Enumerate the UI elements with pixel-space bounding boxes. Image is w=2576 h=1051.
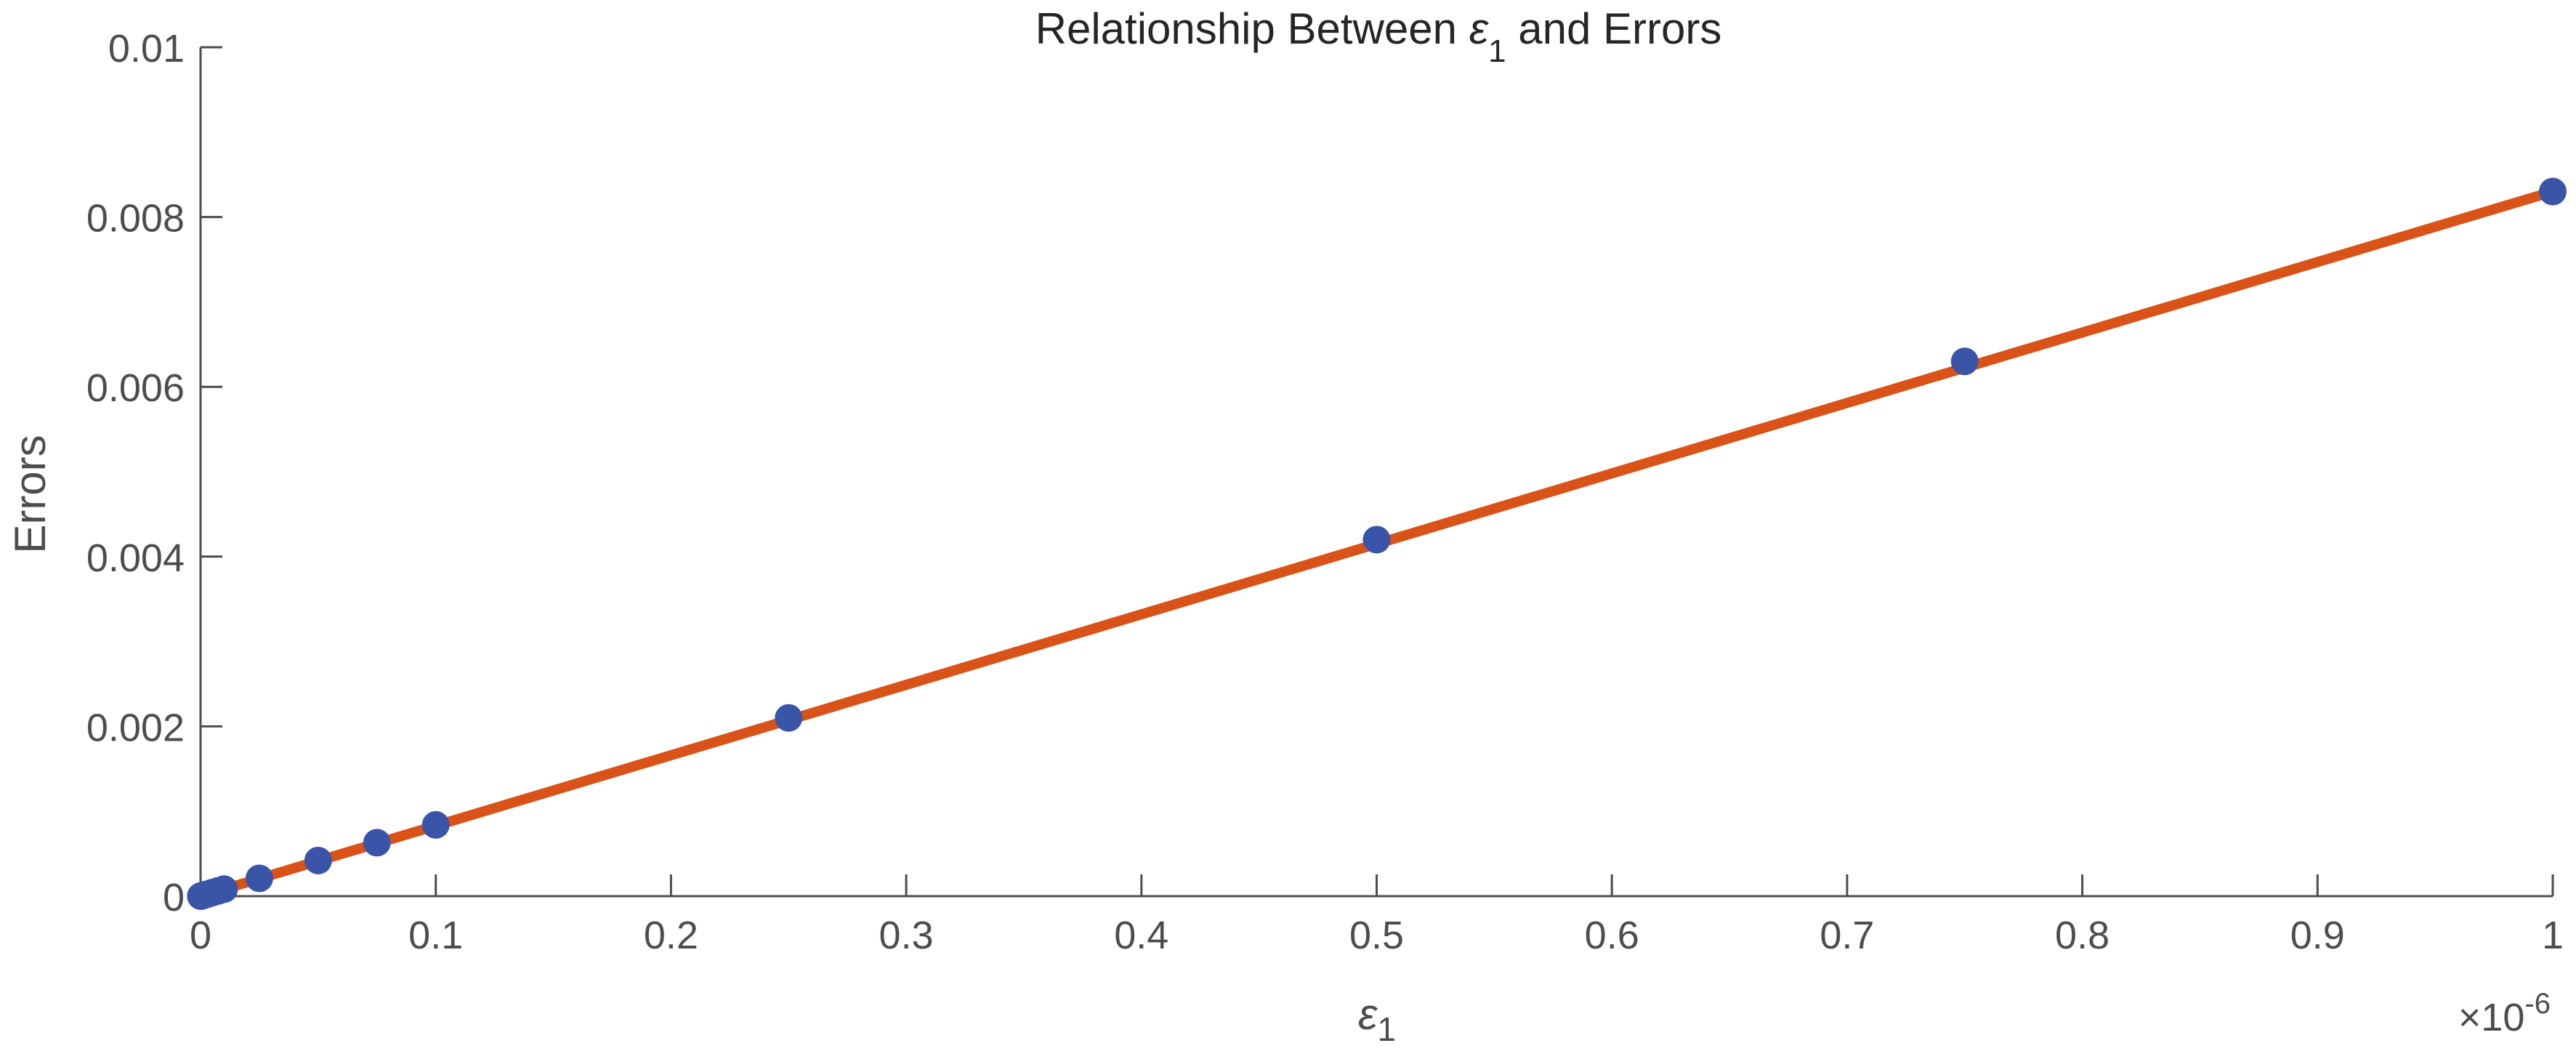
x-tick-label: 0.4 — [1114, 914, 1168, 957]
y-axis-label: Errors — [6, 435, 54, 553]
x-axis-label: ε1 — [1358, 990, 1396, 1048]
data-point — [1950, 347, 1979, 376]
x-tick-label: 0.3 — [879, 914, 934, 957]
data-point — [1362, 526, 1391, 554]
data-point — [245, 864, 273, 893]
x-tick-label: 0.6 — [1585, 914, 1639, 957]
y-tick-label: 0.002 — [86, 706, 185, 749]
data-point — [210, 875, 238, 903]
data-point — [775, 704, 803, 732]
x-tick-label: 0.9 — [2290, 914, 2345, 957]
x-tick-label: 0.7 — [1820, 914, 1874, 957]
x-tick-label: 0.1 — [408, 914, 463, 957]
x-tick-label: 0.5 — [1349, 914, 1404, 957]
x-tick-label: 0.2 — [644, 914, 698, 957]
y-ticks: 0 0.002 0.004 0.006 0.008 0.01 — [86, 27, 222, 919]
x-tick-label: 0.8 — [2055, 914, 2109, 957]
data-point — [421, 810, 450, 839]
data-point — [304, 846, 332, 874]
x-tick-label: 0 — [190, 914, 211, 957]
y-tick-label: 0.006 — [86, 366, 185, 410]
y-tick-label: 0.004 — [86, 536, 185, 580]
x-tick-label: 1 — [2542, 914, 2564, 957]
y-tick-label: 0.01 — [108, 27, 185, 71]
chart-title: Relationship Between ε1 and Errors — [1035, 4, 1722, 69]
x-axis-exponent: ×10-6 — [2458, 988, 2551, 1039]
data-point — [2539, 177, 2567, 206]
data-point — [363, 829, 391, 857]
y-tick-label: 0.008 — [86, 197, 185, 241]
y-tick-label: 0 — [163, 876, 185, 919]
series-layer — [187, 177, 2567, 910]
x-ticks: 0 0.1 0.2 0.3 0.4 0.5 0.6 0.7 0.8 0.9 1 — [190, 874, 2564, 957]
